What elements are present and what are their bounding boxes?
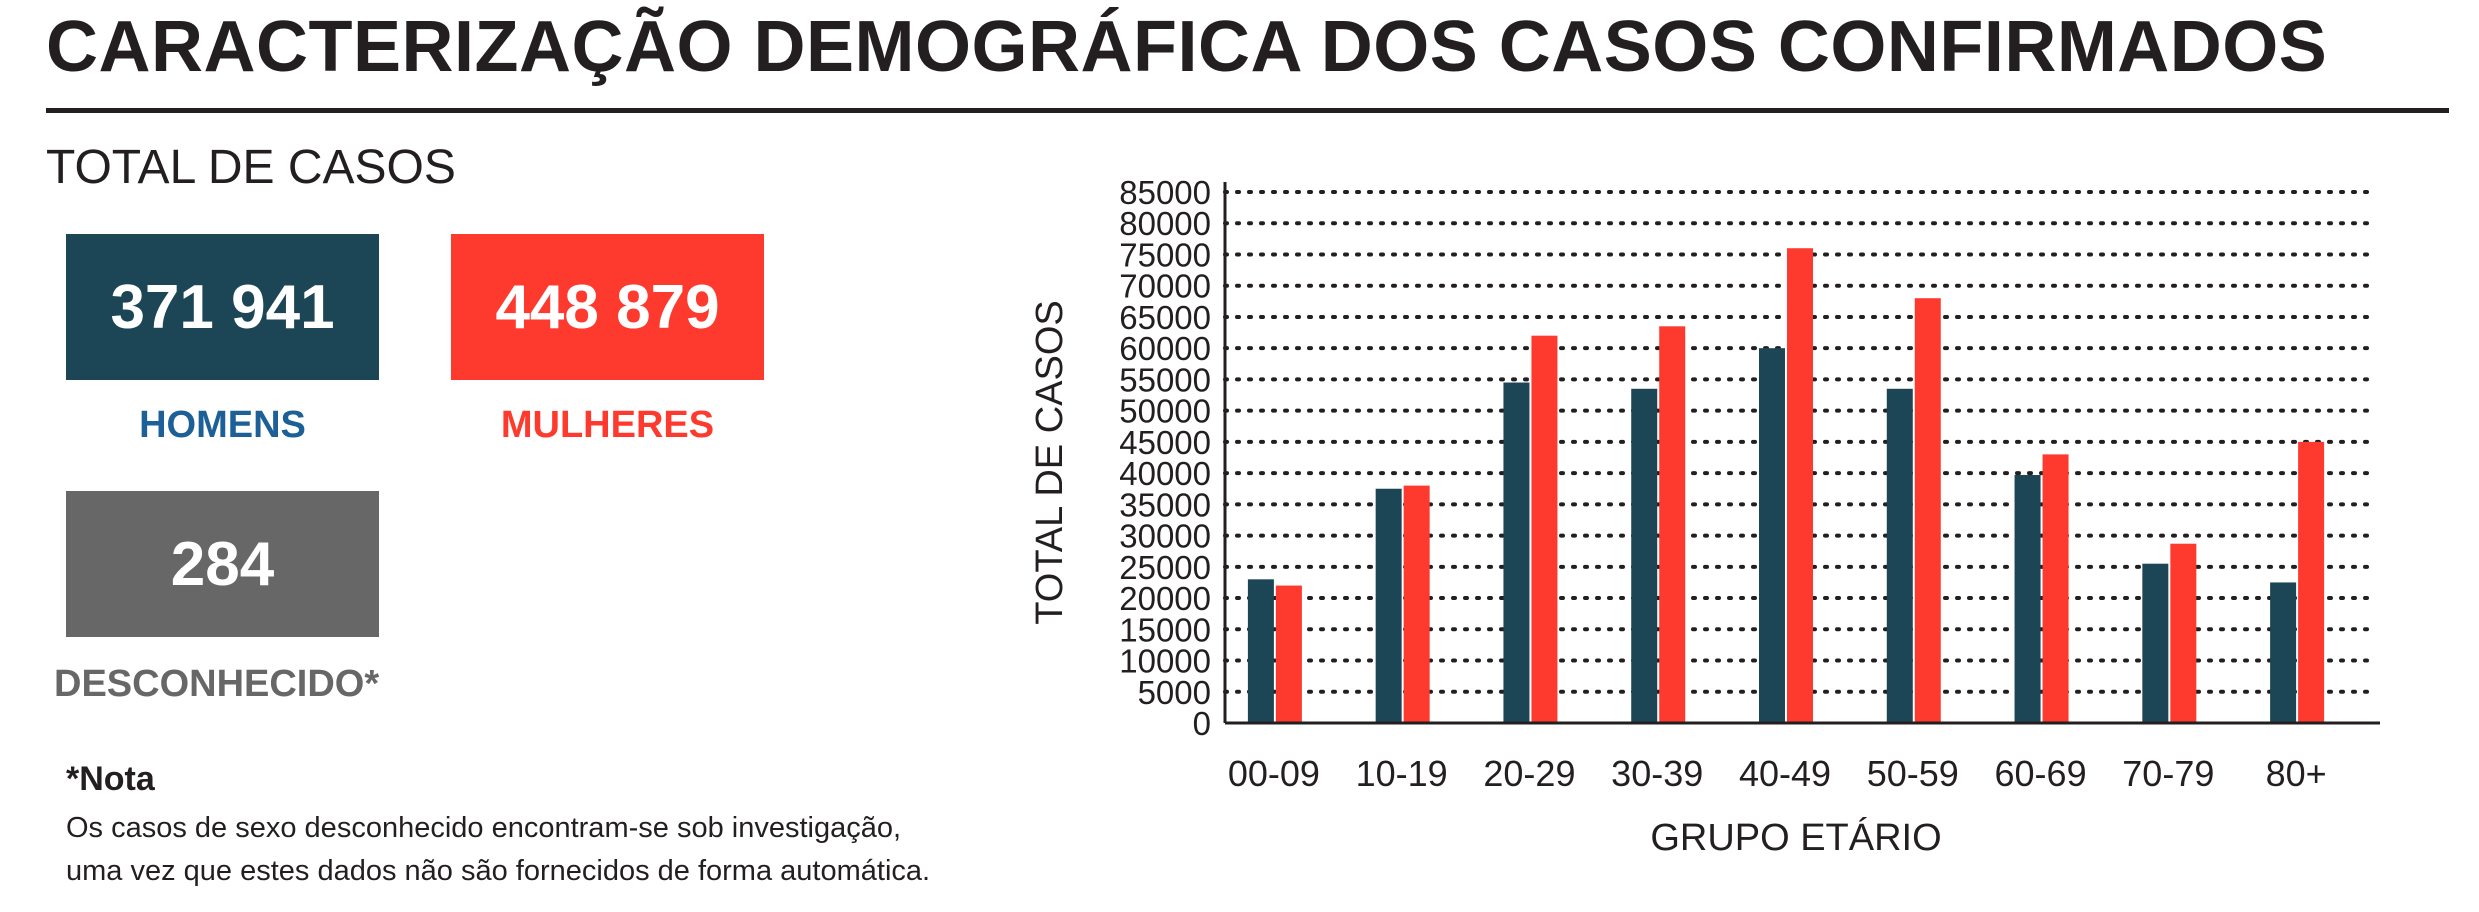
y-tick-label: 20000	[1119, 580, 1211, 617]
x-tick-label: 60-69	[1995, 753, 2087, 794]
y-tick-label: 40000	[1119, 455, 1211, 492]
bar	[2042, 454, 2069, 723]
bar	[2170, 543, 2197, 723]
bar	[1247, 579, 1274, 723]
y-tick-label: 55000	[1119, 361, 1211, 398]
y-axis-title: TOTAL DE CASOS	[1029, 300, 1071, 624]
women-total-box: 448 879	[451, 234, 764, 380]
bar	[1275, 585, 1302, 723]
note-text-line-2: uma vez que estes dados não são fornecid…	[66, 855, 931, 887]
y-tick-label: 50000	[1119, 393, 1211, 430]
bar	[2298, 441, 2325, 723]
x-tick-label: 30-39	[1611, 753, 1703, 794]
bar	[1759, 348, 1785, 723]
x-tick-label: 80+	[2266, 753, 2327, 794]
women-label: MULHERES	[500, 404, 715, 446]
x-tick-label: 40-49	[1739, 753, 1831, 794]
y-tick-label: 0	[1193, 705, 1211, 742]
bar	[2014, 474, 2041, 723]
y-tick-label: 70000	[1119, 268, 1211, 305]
x-tick-label: 50-59	[1867, 753, 1959, 794]
men-total-box: 371 941	[66, 234, 379, 380]
bar	[1403, 485, 1430, 723]
x-tick-label: 70-79	[2122, 753, 2214, 794]
x-tick-label: 10-19	[1356, 753, 1448, 794]
bar	[1659, 326, 1686, 723]
bar	[1531, 335, 1558, 723]
y-tick-label: 65000	[1119, 299, 1211, 336]
y-tick-label: 15000	[1119, 611, 1211, 648]
age-group-bar-chart: 0500010000150002000025000300003500040000…	[1029, 174, 2380, 859]
note-title: *Nota	[66, 760, 155, 798]
y-tick-label: 5000	[1138, 674, 1211, 711]
bar	[1886, 388, 1913, 723]
unknown-total-box: 284	[66, 491, 379, 637]
x-axis-title: GRUPO ETÁRIO	[1650, 816, 1941, 859]
y-tick-label: 60000	[1119, 330, 1211, 367]
men-label: HOMENS	[139, 404, 306, 446]
bar	[2142, 563, 2169, 723]
bar	[1503, 382, 1530, 723]
unknown-label: DESCONHECIDO*	[54, 663, 380, 705]
title-divider	[46, 108, 2449, 113]
page-title: CARACTERIZAÇÃO DEMOGRÁFICA DOS CASOS CON…	[46, 7, 2328, 87]
note-text-line-1: Os casos de sexo desconhecido encontram-…	[66, 812, 902, 844]
bar	[1375, 488, 1402, 723]
x-tick-label: 00-09	[1228, 753, 1320, 794]
y-tick-label: 10000	[1119, 643, 1211, 680]
total-cases-label: TOTAL DE CASOS	[46, 141, 456, 194]
bar	[1914, 298, 1941, 723]
y-tick-label: 75000	[1119, 236, 1211, 273]
bar	[2270, 582, 2297, 723]
bar	[1787, 248, 1813, 724]
x-tick-label: 20-29	[1483, 753, 1575, 794]
y-tick-label: 45000	[1119, 424, 1211, 461]
bar	[1631, 388, 1658, 723]
y-tick-label: 85000	[1119, 174, 1211, 211]
y-tick-label: 80000	[1119, 205, 1211, 242]
y-tick-label: 35000	[1119, 486, 1211, 523]
y-tick-label: 30000	[1119, 518, 1211, 555]
y-tick-label: 25000	[1119, 549, 1211, 586]
